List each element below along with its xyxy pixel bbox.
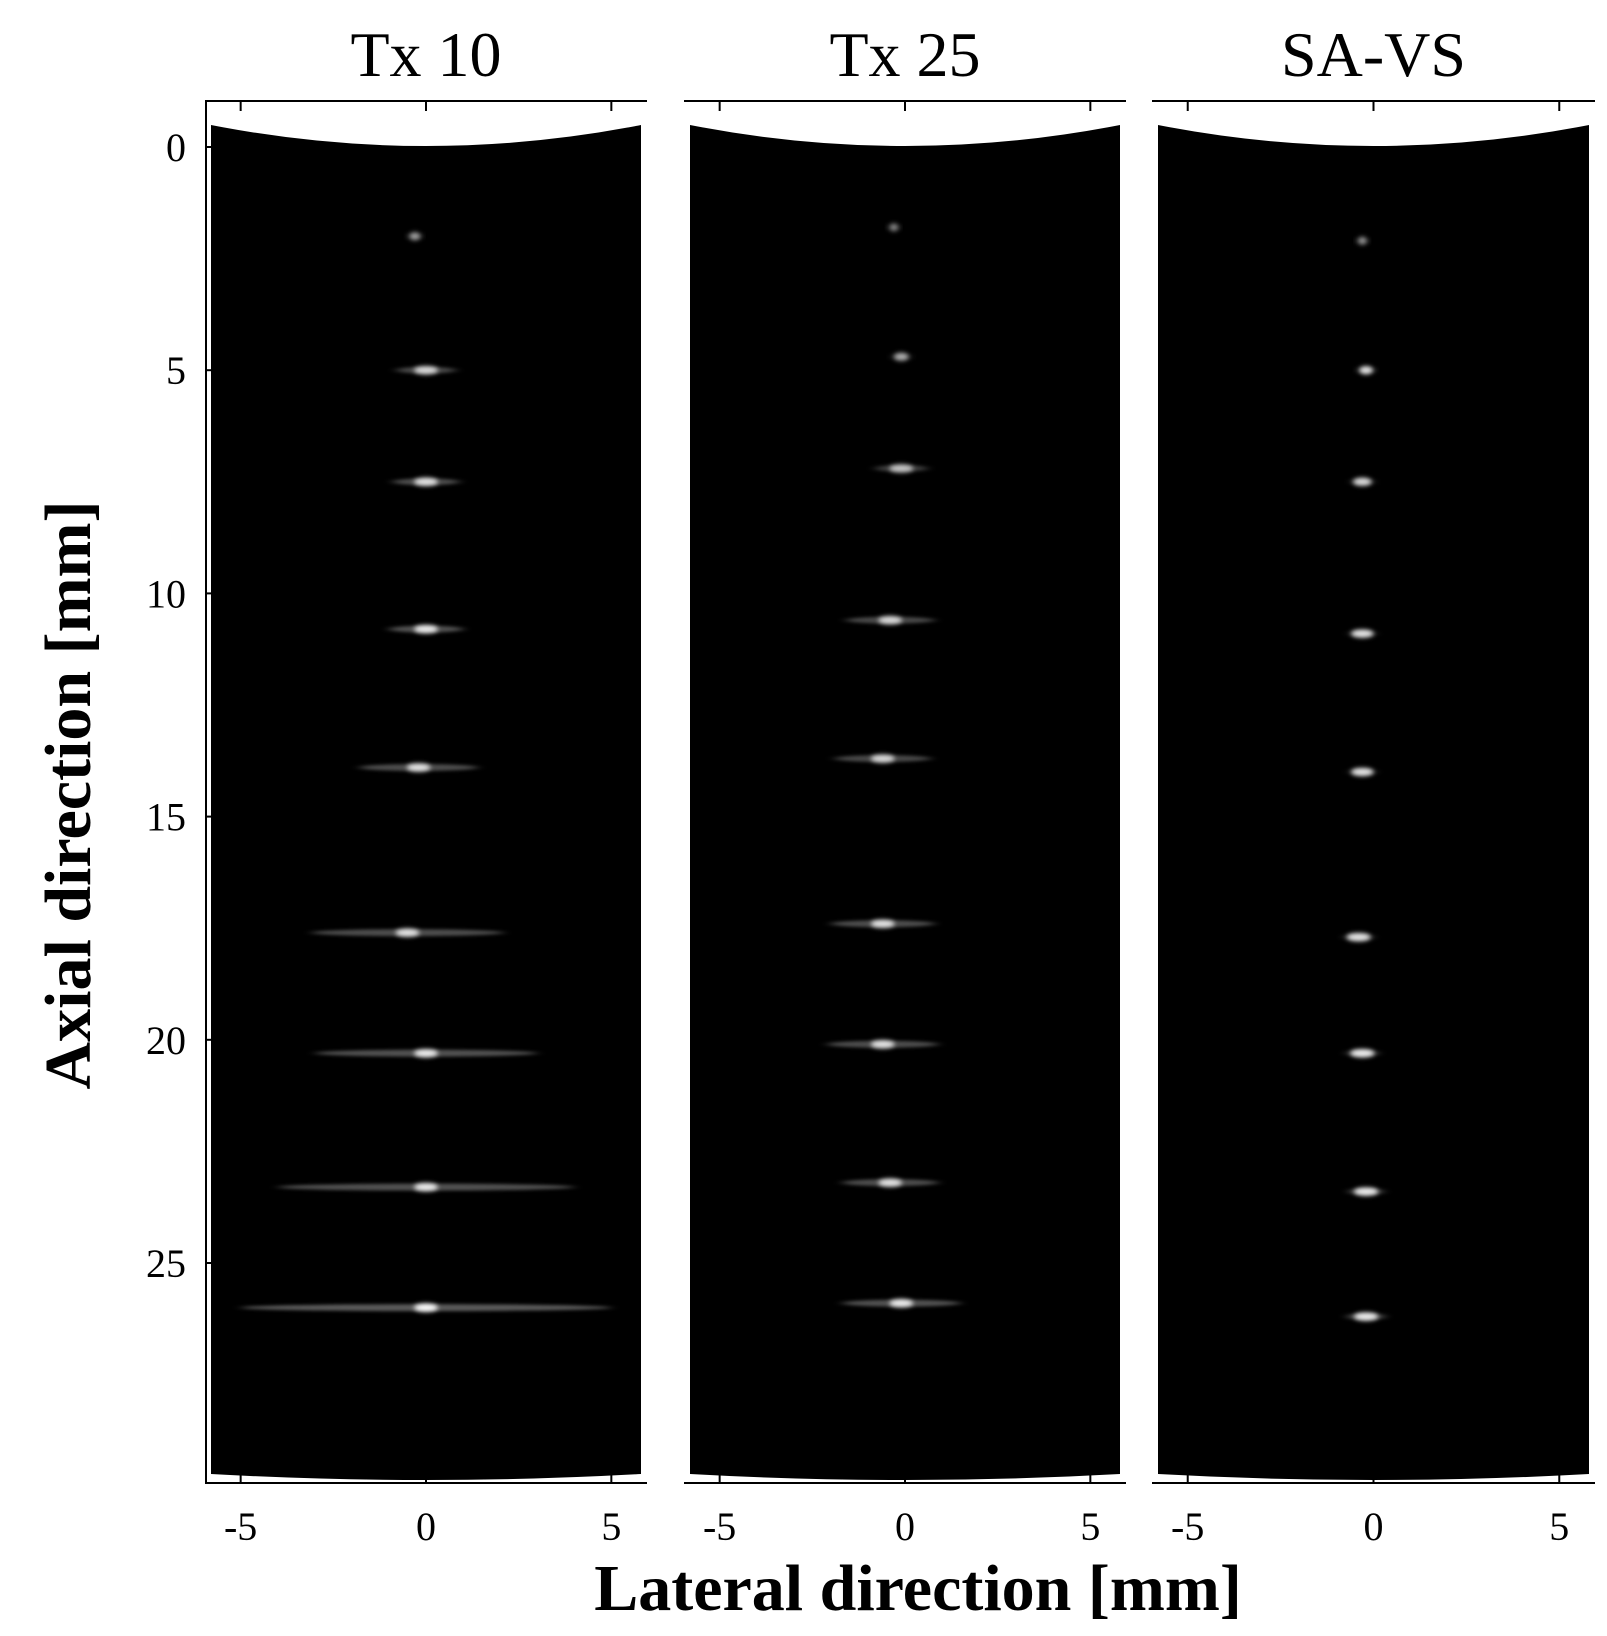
target-5 [1351,767,1374,776]
x-axis-label: Lateral direction [mm] [594,1552,1242,1625]
target-3 [414,477,438,486]
target-3 [1353,477,1372,486]
target-6 [1346,933,1371,942]
y-axis: 0 5 10 15 20 25 [146,101,216,1483]
target-5 [406,763,431,772]
target-1 [409,232,421,241]
y-tick-label: 0 [166,125,186,170]
target-5 [870,754,895,763]
target-3 [889,464,914,473]
target-8 [414,1183,438,1192]
panel-title: SA-VS [1281,19,1466,90]
target-7 [1350,1049,1375,1058]
y-tick-label: 20 [146,1018,186,1063]
target-9 [889,1299,914,1308]
y-tick-label: 5 [166,348,186,393]
y-tick-label: 10 [146,571,186,616]
x-tick-label: 5 [1080,1504,1100,1549]
panels-layer: -5 0 5 Tx 10 -5 0 5 Tx 25 -5 0 5 SA-VS [205,19,1595,1549]
target-7 [870,1040,895,1049]
x-tick-label: 0 [895,1504,915,1549]
target-9 [414,1303,438,1312]
y-axis-label: Axial direction [mm] [32,500,105,1089]
x-tick-label: -5 [1171,1504,1204,1549]
target-2 [414,366,438,375]
image-region [211,125,641,1480]
target-1 [1357,236,1367,245]
target-9 [1354,1312,1379,1321]
x-tick-label: 5 [1549,1504,1569,1549]
image-region [690,125,1120,1480]
panel-title: Tx 10 [350,19,501,90]
target-4 [1351,629,1374,638]
target-6 [395,928,420,937]
x-tick-label: 0 [416,1504,436,1549]
target-4 [878,616,903,625]
panel-title: Tx 25 [829,19,980,90]
x-tick-label: -5 [224,1504,257,1549]
target-8 [1354,1187,1379,1196]
x-tick-label: 5 [601,1504,621,1549]
x-tick-label: 0 [1364,1504,1384,1549]
x-tick-label: -5 [703,1504,736,1549]
panel-1: -5 0 5 Tx 10 [205,19,647,1549]
target-2 [1359,366,1373,375]
target-2 [893,352,909,361]
panel-3: -5 0 5 SA-VS [1152,19,1595,1549]
y-tick-label: 25 [146,1241,186,1286]
target-1 [889,223,899,232]
image-region [1158,125,1589,1480]
target-8 [878,1178,903,1187]
target-6 [870,919,895,928]
panel-2: -5 0 5 Tx 25 [684,19,1126,1549]
target-7 [414,1049,438,1058]
y-tick-label: 15 [146,795,186,840]
target-4 [414,625,438,634]
